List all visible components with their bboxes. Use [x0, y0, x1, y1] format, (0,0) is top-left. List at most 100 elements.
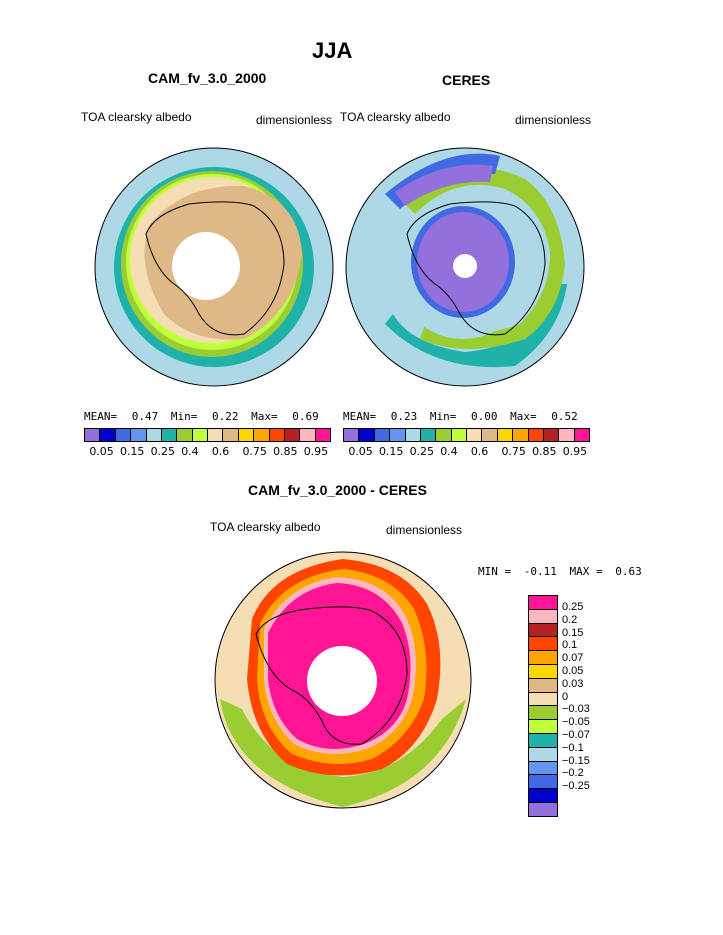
left-max-label: Max=: [251, 410, 278, 423]
colorbar-label: 0.05: [562, 664, 584, 677]
colorbar-swatch: [177, 429, 193, 441]
diff-min-value: -0.11: [523, 565, 557, 578]
left-stats: MEAN= 0.47 Min= 0.22 Max= 0.69: [84, 410, 319, 423]
colorbar-swatch: [529, 775, 557, 790]
colorbar-swatch: [529, 802, 557, 816]
left-min-value: 0.22: [212, 410, 239, 423]
left-units: dimensionless: [256, 113, 333, 127]
colorbar-swatch: [529, 692, 557, 707]
colorbar-label: 0.15: [119, 445, 145, 458]
colorbar-label: −0.05: [562, 716, 590, 729]
colorbar-label: 0.4: [181, 445, 199, 458]
colorbar-swatch: [543, 429, 560, 441]
colorbar-swatch: [161, 429, 178, 441]
colorbar-label: 0.25: [562, 601, 584, 613]
colorbar-label: −0.1: [562, 741, 584, 754]
diff-var-label: TOA clearsky albedo: [210, 520, 321, 534]
colorbar-swatch: [85, 429, 101, 441]
colorbar-swatch: [529, 761, 557, 776]
colorbar-label: 0.03: [562, 677, 584, 690]
colorbar-swatch: [529, 664, 557, 679]
colorbar-label: 0.1: [562, 639, 578, 652]
colorbar-label: 0.95: [303, 445, 329, 458]
colorbar-swatch: [254, 429, 270, 441]
left-panel-title: CAM_fv_3.0_2000: [148, 70, 267, 86]
colorbar-swatch: [574, 429, 589, 441]
left-polar-map: [94, 147, 334, 387]
colorbar-swatch: [223, 429, 239, 441]
colorbar-label: 0.85: [532, 445, 557, 458]
colorbar-label: −0.07: [562, 728, 590, 741]
colorbar-label: 0.75: [501, 445, 526, 458]
colorbar-swatch: [300, 429, 316, 441]
colorbar-swatch: [344, 429, 360, 441]
colorbar-swatch: [529, 596, 557, 610]
colorbar-swatch: [529, 733, 557, 748]
colorbar-label: −0.03: [562, 703, 590, 716]
colorbar-label: 0.2: [562, 613, 578, 626]
diff-stats: MIN = -0.11 MAX = 0.63: [478, 565, 642, 578]
colorbar-swatch: [467, 429, 483, 441]
colorbar-label: 0.15: [562, 626, 584, 639]
right-max-value: 0.52: [551, 410, 578, 423]
colorbar-label: 0.95: [562, 445, 588, 458]
colorbar-swatch: [238, 429, 255, 441]
colorbar-swatch: [529, 623, 557, 638]
colorbar-label: 0.6: [470, 445, 489, 458]
colorbar-swatch: [420, 429, 437, 441]
colorbar-swatch: [529, 747, 557, 762]
right-mean-value: 0.23: [390, 410, 418, 423]
colorbar-label: 0.6: [211, 445, 230, 458]
diff-max-label: MAX =: [569, 565, 603, 578]
diff-min-label: MIN =: [478, 565, 512, 578]
right-colorbar: [343, 428, 590, 442]
diff-colorbar-labels: 0.25 0.2 0.15 0.1 0.07 0.05 0.03 0 −0.03 −0.05 −0.…: [562, 601, 590, 793]
colorbar-swatch: [315, 429, 330, 441]
colorbar-swatch: [529, 637, 557, 652]
left-var-label: TOA clearsky albedo: [81, 110, 192, 124]
colorbar-swatch: [269, 429, 285, 441]
colorbar-label: −0.15: [562, 754, 590, 767]
left-min-label: Min=: [170, 410, 198, 423]
colorbar-label: 0.25: [150, 445, 176, 458]
colorbar-swatch: [390, 429, 406, 441]
colorbar-swatch: [436, 429, 452, 441]
right-var-label: TOA clearsky albedo: [340, 110, 451, 124]
right-stats: MEAN= 0.23 Min= 0.00 Max= 0.52: [343, 410, 578, 423]
colorbar-label: 0.85: [273, 445, 298, 458]
left-max-value: 0.69: [292, 410, 319, 423]
colorbar-swatch: [482, 429, 498, 441]
colorbar-swatch: [284, 429, 301, 441]
colorbar-swatch: [529, 706, 557, 721]
left-colorbar: [84, 428, 331, 442]
diff-panel-title: CAM_fv_3.0_2000 - CERES: [248, 482, 427, 498]
diff-polar-map: [214, 551, 472, 809]
colorbar-swatch: [359, 429, 375, 441]
colorbar-label: 0.4: [440, 445, 458, 458]
colorbar-label: 0.75: [242, 445, 267, 458]
colorbar-swatch: [131, 429, 147, 441]
colorbar-label: 0.25: [409, 445, 435, 458]
left-mean-label: MEAN=: [84, 410, 118, 423]
colorbar-swatch: [559, 429, 575, 441]
colorbar-swatch: [529, 609, 557, 624]
colorbar-swatch: [529, 651, 557, 665]
diff-max-value: 0.63: [615, 565, 642, 578]
colorbar-swatch: [405, 429, 421, 441]
colorbar-swatch: [528, 429, 544, 441]
colorbar-swatch: [192, 429, 208, 441]
diff-colorbar: [528, 595, 558, 817]
colorbar-swatch: [115, 429, 132, 441]
figure-title: JJA: [312, 38, 353, 63]
colorbar-swatch: [529, 789, 557, 803]
colorbar-swatch: [451, 429, 467, 441]
right-polar-map: [345, 147, 585, 387]
colorbar-label: −0.25: [562, 780, 590, 793]
colorbar-swatch: [100, 429, 116, 441]
colorbar-label: 0.05: [348, 445, 373, 458]
colorbar-swatch: [208, 429, 224, 441]
diff-units: dimensionless: [386, 523, 463, 537]
colorbar-label: 0.15: [378, 445, 404, 458]
colorbar-label: −0.2: [562, 767, 584, 780]
colorbar-swatch: [497, 429, 514, 441]
